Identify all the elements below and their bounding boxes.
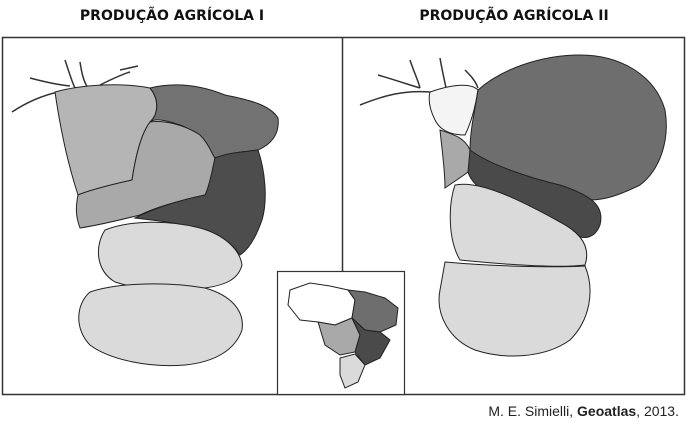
inset-southeast bbox=[351, 317, 391, 366]
map-title: PRODUÇÃO AGRÍCOLA II bbox=[419, 8, 609, 24]
map-title: PRODUÇÃO AGRÍCOLA I bbox=[79, 8, 265, 24]
citation: M. E. Simielli, Geoatlas, 2013. bbox=[488, 403, 679, 419]
region-north bbox=[428, 84, 479, 136]
inset-map bbox=[276, 270, 406, 396]
citation-year: , 2013. bbox=[636, 403, 679, 419]
region-center-west bbox=[439, 129, 472, 189]
citation-author: M. E. Simielli, bbox=[488, 403, 578, 419]
cartogram-left bbox=[11, 59, 279, 367]
rivers bbox=[11, 59, 139, 113]
inset-northeast bbox=[346, 289, 399, 333]
rivers bbox=[359, 57, 479, 106]
region-center-west bbox=[75, 121, 216, 229]
cartogram-right bbox=[359, 54, 667, 357]
region-south-2 bbox=[438, 261, 591, 357]
region-south-2 bbox=[78, 283, 243, 367]
region-south-1 bbox=[97, 221, 243, 291]
citation-work: Geoatlas bbox=[577, 403, 637, 419]
inset-south bbox=[339, 353, 366, 389]
region-south-1 bbox=[449, 183, 588, 267]
